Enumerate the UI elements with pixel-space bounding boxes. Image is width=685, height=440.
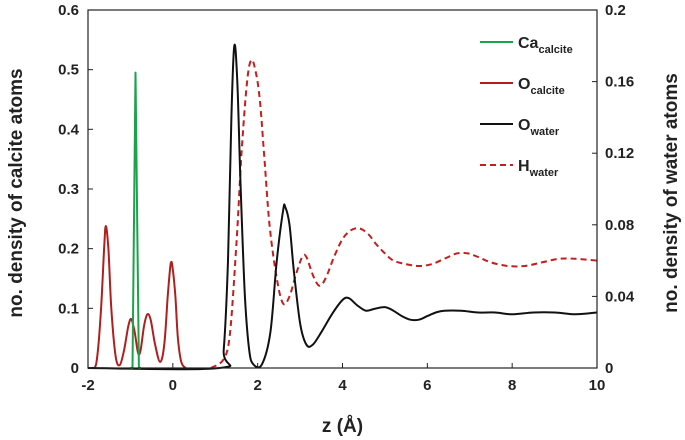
y-axis-right-label: no. density of water atoms	[661, 73, 682, 313]
y-right-tick-label: 0	[605, 360, 613, 377]
x-tick-label: 4	[338, 377, 347, 394]
ticks-layer: -2 0 2 4 6 8 1000.10.20.30.40.50.600.040.080.1…	[58, 2, 635, 394]
plot-frame	[87, 9, 598, 369]
legend-label-sub: calcite	[530, 85, 564, 97]
legend-label-main: O	[518, 117, 530, 134]
y-right-tick-label: 0.08	[605, 217, 634, 234]
y-left-tick-label: 0.2	[58, 241, 79, 258]
y-axis-left-label: no. density of calcite atoms	[6, 68, 27, 317]
legend-label-sub: water	[529, 167, 559, 179]
y-right-tick-label: 0.2	[605, 2, 626, 19]
legend-label: Hwater	[518, 158, 559, 179]
series-line-ca-calcite	[130, 71, 141, 369]
x-tick-label: 10	[589, 377, 606, 394]
series-line-h-water	[210, 58, 598, 369]
y-left-tick-label: 0.6	[58, 2, 79, 19]
x-tick-label: 8	[508, 377, 516, 394]
y-left-tick-label: 0	[71, 360, 79, 377]
legend-label-sub: water	[529, 126, 559, 138]
y-right-tick-label: 0.12	[605, 145, 634, 162]
legend-label-sub: calcite	[538, 44, 572, 56]
legend-label-main: O	[518, 76, 530, 93]
series-line-o-water	[87, 43, 598, 371]
y-left-tick-label: 0.4	[58, 121, 80, 138]
y-right-tick-label: 0.04	[605, 288, 635, 305]
legend-label: Cacalcite	[518, 35, 573, 56]
y-left-tick-label: 0.1	[58, 300, 79, 317]
x-tick-label: 2	[253, 377, 261, 394]
y-left-tick-label: 0.5	[58, 62, 79, 79]
y-left-tick-label: 0.3	[58, 181, 79, 198]
x-tick-label: 6	[423, 377, 431, 394]
y-right-tick-label: 0.16	[605, 74, 634, 91]
series-layer	[87, 43, 598, 371]
x-tick-label: 0	[169, 377, 177, 394]
legend-label: Ocalcite	[518, 76, 565, 97]
legend-label-main: Ca	[518, 35, 539, 52]
legend-label-main: H	[518, 158, 530, 175]
legend-label: Owater	[518, 117, 560, 138]
x-axis-label: z (Å)	[322, 416, 363, 437]
x-tick-label: -2	[81, 377, 94, 394]
